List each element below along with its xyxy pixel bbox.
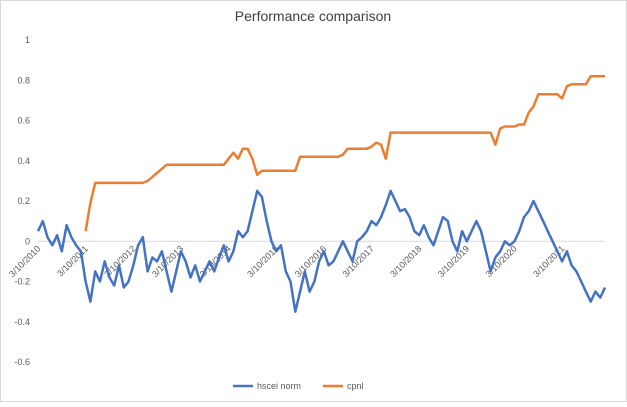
y-tick-label: 0.6 <box>17 116 30 126</box>
y-tick-label: -0.6 <box>14 357 30 367</box>
legend-label: hscei norm <box>257 381 301 391</box>
y-tick-label: 0.8 <box>17 75 30 85</box>
chart-title: Performance comparison <box>235 8 391 24</box>
y-tick-label: 0 <box>25 236 30 246</box>
y-tick-label: 1 <box>25 35 30 45</box>
series-line <box>84 74 605 232</box>
y-tick-label: 0.2 <box>17 196 30 206</box>
legend-label: cpnl <box>347 381 364 391</box>
y-tick-label: -0.4 <box>14 317 30 327</box>
y-tick-label: -0.2 <box>14 277 30 287</box>
y-tick-label: 0.4 <box>17 156 30 166</box>
series-line <box>36 189 607 313</box>
